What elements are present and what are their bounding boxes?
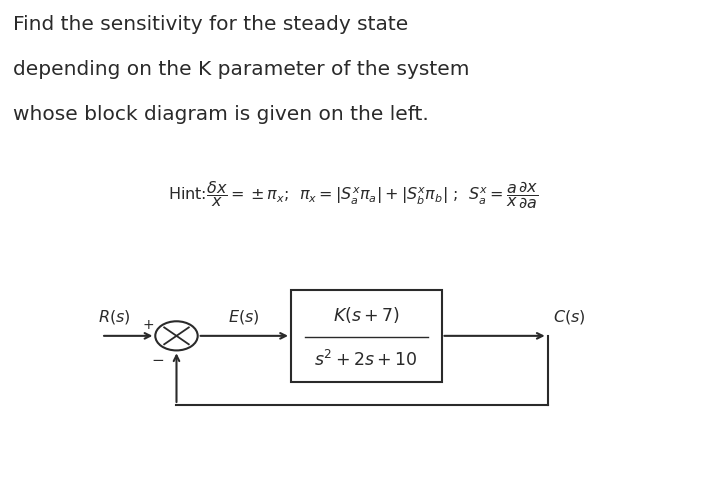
Text: Find the sensitivity for the steady state: Find the sensitivity for the steady stat… bbox=[13, 15, 408, 34]
Text: +: + bbox=[143, 318, 154, 332]
Text: $E(s)$: $E(s)$ bbox=[228, 308, 260, 326]
Text: $s^2+2s+10$: $s^2+2s+10$ bbox=[315, 350, 418, 370]
Bar bbox=[291, 290, 441, 382]
Text: $K(s+7)$: $K(s+7)$ bbox=[333, 305, 400, 325]
Text: depending on the K parameter of the system: depending on the K parameter of the syst… bbox=[13, 60, 469, 79]
Text: $C(s)$: $C(s)$ bbox=[553, 308, 586, 326]
Text: $R(s)$: $R(s)$ bbox=[99, 308, 131, 326]
Text: −: − bbox=[152, 353, 164, 368]
Text: whose block diagram is given on the left.: whose block diagram is given on the left… bbox=[13, 105, 428, 124]
Text: Hint:$\dfrac{\delta x}{x} = \pm\pi_x$;  $\pi_x = |S_a^x\pi_a| + |S_b^x\pi_b|$ ; : Hint:$\dfrac{\delta x}{x} = \pm\pi_x$; $… bbox=[168, 180, 539, 211]
